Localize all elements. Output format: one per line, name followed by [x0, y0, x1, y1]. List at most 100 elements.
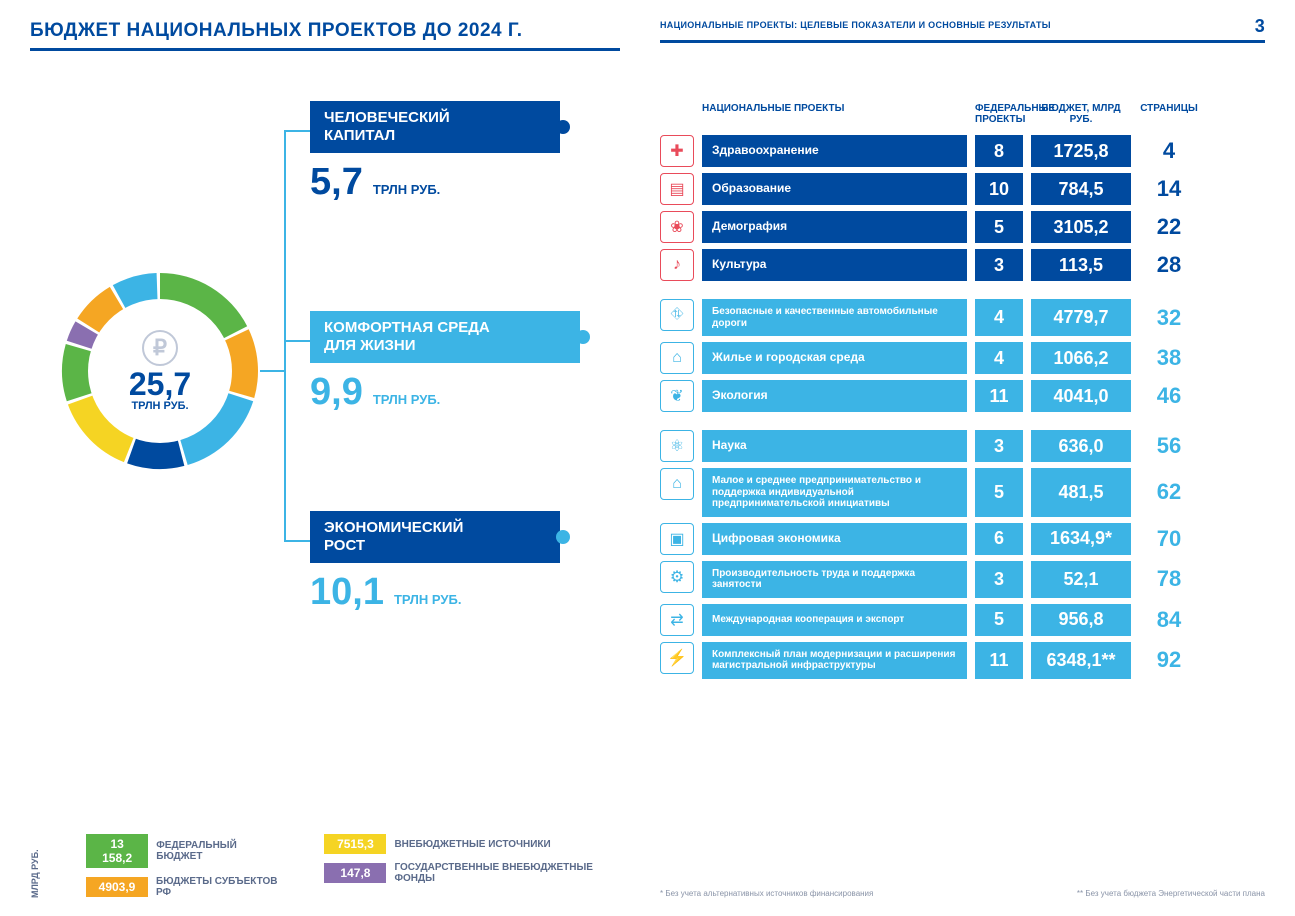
row-icon: ▣: [660, 523, 694, 555]
right-title: НАЦИОНАЛЬНЫЕ ПРОЕКТЫ: ЦЕЛЕВЫЕ ПОКАЗАТЕЛИ…: [660, 20, 1265, 43]
table-row: ⌂ Жилье и городская среда 4 1066,2 38: [660, 342, 1265, 374]
category-title: ЭКОНОМИЧЕСКИЙРОСТ: [310, 511, 560, 563]
row-budget: 4779,7: [1031, 299, 1131, 336]
row-icon: ⚙: [660, 561, 694, 593]
th-name: НАЦИОНАЛЬНЫЕ ПРОЕКТЫ: [702, 103, 967, 125]
category-value: 10,1: [310, 571, 384, 614]
row-fed-count: 3: [975, 561, 1023, 598]
table-header: НАЦИОНАЛЬНЫЕ ПРОЕКТЫ ФЕДЕРАЛЬНЫЕ ПРОЕКТЫ…: [660, 103, 1265, 125]
row-budget: 1634,9*: [1031, 523, 1131, 555]
category-unit: ТРЛН РУБ.: [394, 592, 461, 607]
table-row: ▤ Образование 10 784,5 14: [660, 173, 1265, 205]
row-page: 4: [1139, 135, 1199, 167]
row-page: 62: [1139, 468, 1199, 517]
category-value: 5,7: [310, 161, 363, 204]
row-budget: 3105,2: [1031, 211, 1131, 243]
row-name: Здравоохранение: [702, 135, 967, 167]
category-title: КОМФОРТНАЯ СРЕДАДЛЯ ЖИЗНИ: [310, 311, 580, 363]
legend-item: 4903,9БЮДЖЕТЫ СУБЪЕКТОВ РФ: [86, 876, 284, 898]
row-budget: 1725,8: [1031, 135, 1131, 167]
row-fed-count: 6: [975, 523, 1023, 555]
row-fed-count: 5: [975, 468, 1023, 517]
row-page: 46: [1139, 380, 1199, 412]
row-icon: ⛗: [660, 299, 694, 331]
row-icon: ⌂: [660, 468, 694, 500]
row-page: 22: [1139, 211, 1199, 243]
donut-total-value: 25,7: [129, 368, 191, 400]
table-row: ❦ Экология 11 4041,0 46: [660, 380, 1265, 412]
row-budget: 784,5: [1031, 173, 1131, 205]
legend-label: ГОСУДАРСТВЕННЫЕ ВНЕБЮДЖЕТНЫЕ ФОНДЫ: [394, 862, 620, 884]
row-page: 28: [1139, 249, 1199, 281]
legend-label: ВНЕБЮДЖЕТНЫЕ ИСТОЧНИКИ: [394, 839, 550, 850]
category-human-capital: ЧЕЛОВЕЧЕСКИЙКАПИТАЛ 5,7ТРЛН РУБ.: [310, 101, 560, 204]
table-row: ▣ Цифровая экономика 6 1634,9* 70: [660, 523, 1265, 555]
ruble-icon: ₽: [142, 330, 178, 366]
table-row: ⇄ Международная кооперация и экспорт 5 9…: [660, 604, 1265, 636]
legend-label: ФЕДЕРАЛЬНЫЙ БЮДЖЕТ: [156, 840, 284, 862]
row-icon: ✚: [660, 135, 694, 167]
legend-unit: МЛРД РУБ.: [30, 834, 40, 898]
row-fed-count: 10: [975, 173, 1023, 205]
row-icon: ⇄: [660, 604, 694, 636]
row-fed-count: 11: [975, 380, 1023, 412]
footnote-2: ** Без учета бюджета Энергетической част…: [1077, 889, 1265, 898]
legend-item: 7515,3ВНЕБЮДЖЕТНЫЕ ИСТОЧНИКИ: [324, 834, 620, 854]
category-comfort: КОМФОРТНАЯ СРЕДАДЛЯ ЖИЗНИ 9,9 ТРЛН РУБ.: [310, 311, 580, 414]
legend-item: 13 158,2 ФЕДЕРАЛЬНЫЙ БЮДЖЕТ: [86, 834, 284, 868]
row-name: Экология: [702, 380, 967, 412]
page-number: 3: [1255, 16, 1265, 37]
row-budget: 113,5: [1031, 249, 1131, 281]
category-unit: ТРЛН РУБ.: [373, 392, 440, 407]
table-row: ⛗ Безопасные и качественные автомобильны…: [660, 299, 1265, 336]
row-fed-count: 4: [975, 342, 1023, 374]
row-icon: ❦: [660, 380, 694, 412]
row-budget: 1066,2: [1031, 342, 1131, 374]
row-icon: ♪: [660, 249, 694, 281]
row-fed-count: 5: [975, 211, 1023, 243]
row-page: 38: [1139, 342, 1199, 374]
row-budget: 956,8: [1031, 604, 1131, 636]
row-icon: ⌂: [660, 342, 694, 374]
donut-total-unit: ТРЛН РУБ.: [131, 400, 188, 412]
category-value: 9,9: [310, 371, 363, 414]
row-fed-count: 5: [975, 604, 1023, 636]
legend: МЛРД РУБ. 13 158,2 ФЕДЕРАЛЬНЫЙ БЮДЖЕТ 4903…: [30, 834, 620, 898]
row-name: Производительность труда и поддержка зан…: [702, 561, 967, 598]
donut-chart-area: ₽ 25,7 ТРЛН РУБ. ЧЕЛОВЕЧЕСКИЙКАПИТАЛ 5,7…: [30, 121, 620, 681]
left-title: БЮДЖЕТ НАЦИОНАЛЬНЫХ ПРОЕКТОВ ДО 2024 Г.: [30, 20, 620, 51]
row-page: 32: [1139, 299, 1199, 336]
row-icon: ⚡: [660, 642, 694, 674]
row-name: Цифровая экономика: [702, 523, 967, 555]
row-name: Безопасные и качественные автомобильные …: [702, 299, 967, 336]
category-unit: ТРЛН РУБ.: [373, 182, 440, 197]
row-budget: 4041,0: [1031, 380, 1131, 412]
th-budget: БЮДЖЕТ, МЛРД РУБ.: [1031, 103, 1131, 125]
row-name: Международная кооперация и экспорт: [702, 604, 967, 636]
table-body: ✚ Здравоохранение 8 1725,8 4 ▤ Образован…: [660, 135, 1265, 679]
row-budget: 481,5: [1031, 468, 1131, 517]
legend-item: 147,8ГОСУДАРСТВЕННЫЕ ВНЕБЮДЖЕТНЫЕ ФОНДЫ: [324, 862, 620, 884]
category-economy: ЭКОНОМИЧЕСКИЙРОСТ 10,1 ТРЛН РУБ.: [310, 511, 560, 614]
row-icon: ❀: [660, 211, 694, 243]
table-row: ⚡ Комплексный план модернизации и расшир…: [660, 642, 1265, 679]
row-page: 92: [1139, 642, 1199, 679]
table-row: ❀ Демография 5 3105,2 22: [660, 211, 1265, 243]
row-budget: 52,1: [1031, 561, 1131, 598]
footnote-1: * Без учета альтернативных источников фи…: [660, 889, 873, 898]
row-budget: 636,0: [1031, 430, 1131, 462]
row-name: Демография: [702, 211, 967, 243]
table-row: ⌂ Малое и среднее предпринимательство и …: [660, 468, 1265, 517]
row-fed-count: 3: [975, 249, 1023, 281]
footnotes: * Без учета альтернативных источников фи…: [660, 889, 1265, 898]
row-fed-count: 11: [975, 642, 1023, 679]
row-name: Наука: [702, 430, 967, 462]
legend-badge: 13 158,2: [86, 834, 148, 868]
row-icon: ▤: [660, 173, 694, 205]
row-page: 56: [1139, 430, 1199, 462]
row-name: Малое и среднее предпринимательство и по…: [702, 468, 967, 517]
row-fed-count: 8: [975, 135, 1023, 167]
row-budget: 6348,1**: [1031, 642, 1131, 679]
row-page: 78: [1139, 561, 1199, 598]
th-page: СТРАНИЦЫ: [1139, 103, 1199, 125]
